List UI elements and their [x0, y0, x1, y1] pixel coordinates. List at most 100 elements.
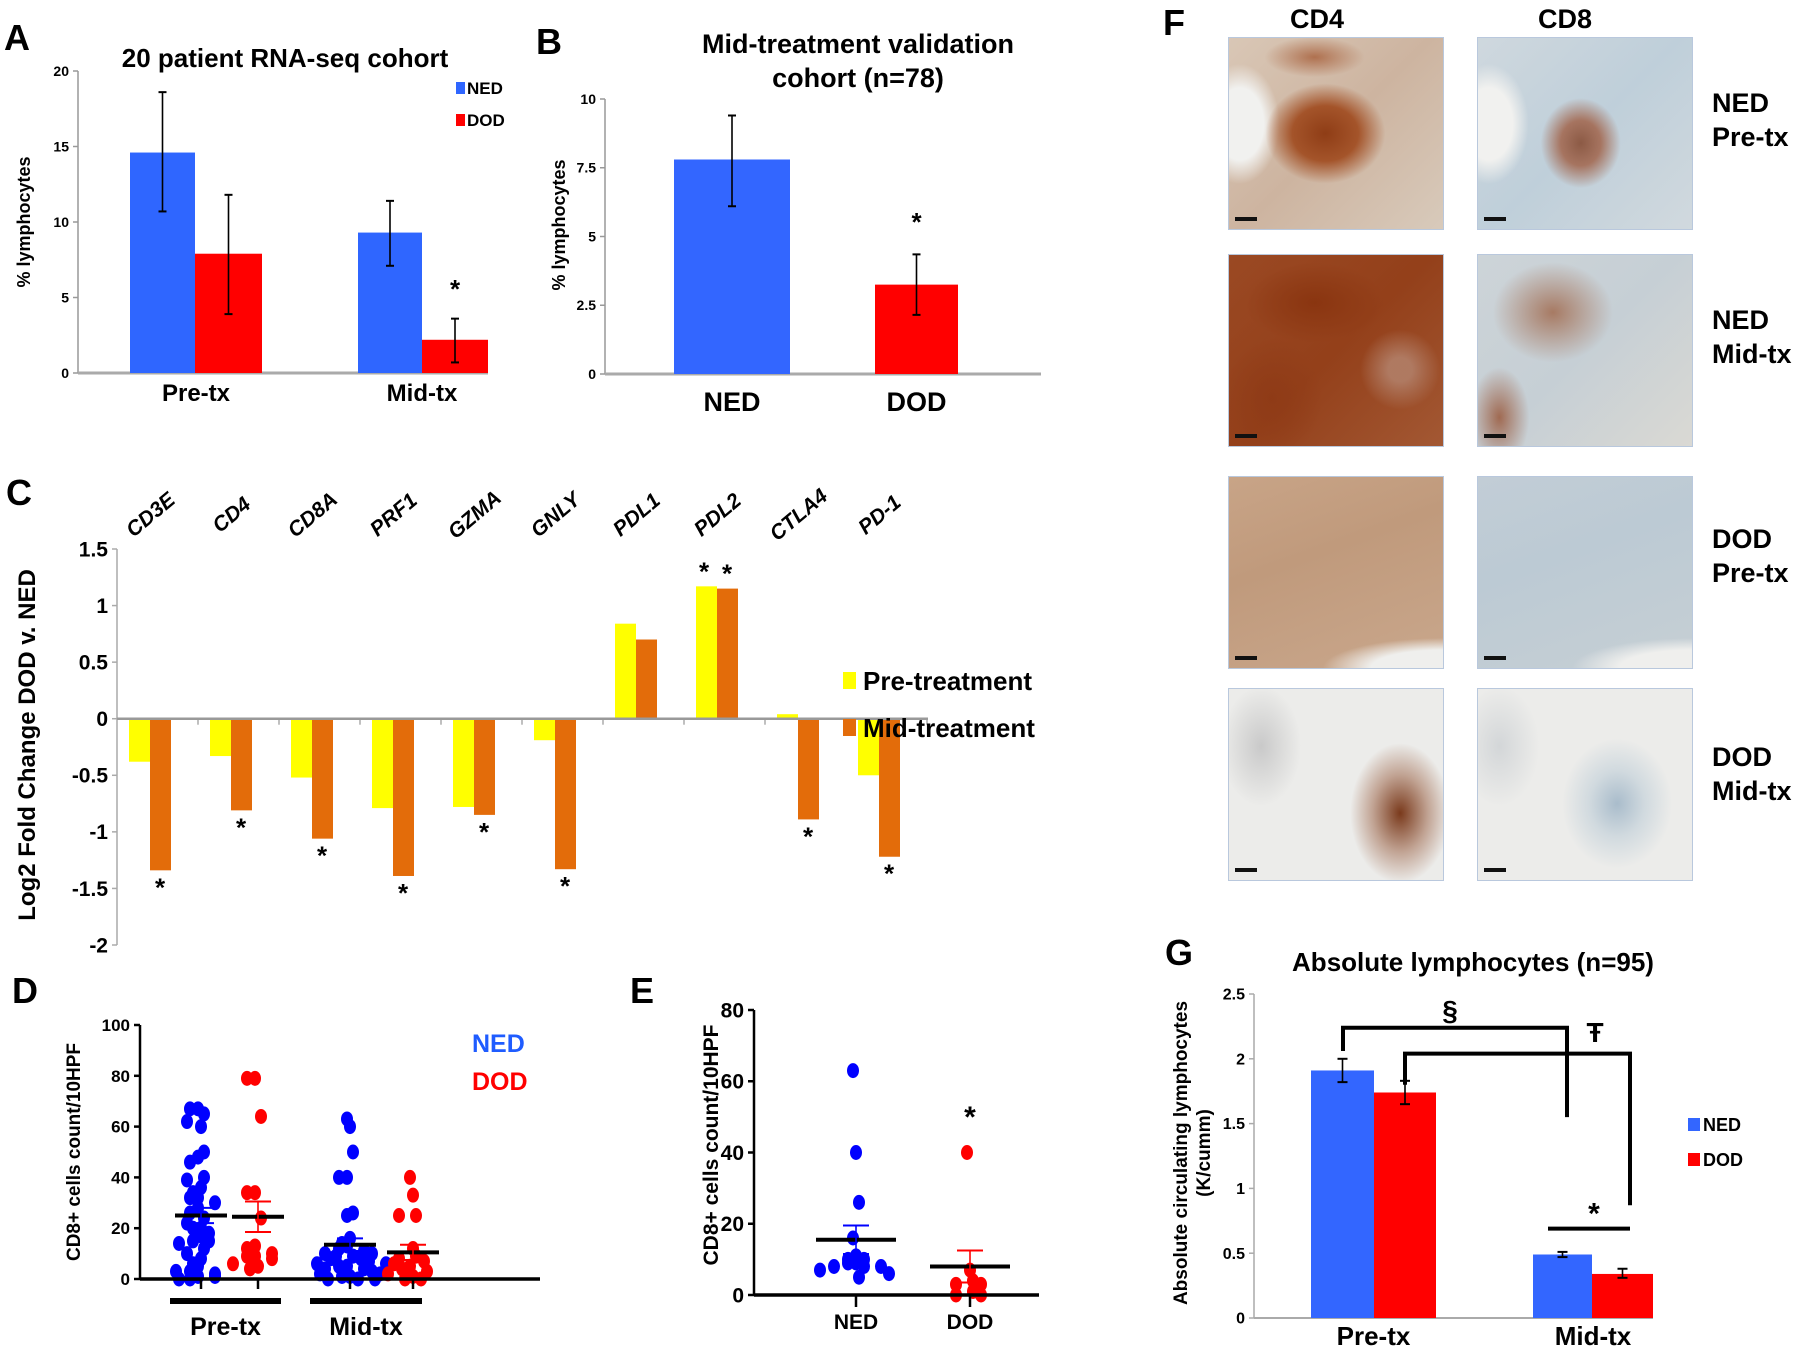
bar-mid-treatment	[150, 718, 171, 871]
significance-star: *	[317, 841, 328, 871]
chart-title: Absolute lymphocytes (n=95)	[1292, 947, 1654, 977]
ihc-image-cd4-ned-pre	[1228, 37, 1444, 230]
data-point	[842, 1255, 854, 1271]
x-category-label: Mid-tx	[1555, 1321, 1632, 1347]
bar-mid-treatment	[555, 718, 576, 870]
bar-mid-treatment	[393, 718, 414, 876]
data-point	[828, 1259, 840, 1274]
ihc-image-cd4-ned-mid	[1228, 254, 1444, 447]
y-tick-label: 0	[96, 708, 108, 731]
legend-swatch	[456, 114, 465, 126]
y-tick-label: -0.5	[72, 765, 109, 788]
panel-label-b: B	[536, 21, 562, 62]
significance-star: *	[155, 872, 166, 902]
x-category-label: DOD	[887, 387, 947, 417]
data-point	[347, 1144, 359, 1160]
scale-bar	[1484, 434, 1506, 438]
row-label-line2: Pre-tx	[1712, 122, 1789, 152]
bar-pre-treatment	[453, 718, 474, 807]
y-tick-label: 1.5	[1223, 1116, 1245, 1133]
gene-label: CD3E	[122, 488, 180, 542]
y-tick-label: 0	[1236, 1311, 1245, 1328]
ihc-image-cd4-dod-pre	[1228, 476, 1444, 669]
column-header-cd4: CD4	[1290, 4, 1345, 34]
scale-bar	[1484, 217, 1506, 221]
y-tick-label: 0.5	[1223, 1246, 1245, 1263]
bar-mid-treatment	[312, 718, 333, 839]
y-tick-label: 10	[580, 91, 596, 107]
data-point	[883, 1266, 895, 1282]
y-tick-label: 7.5	[577, 160, 597, 176]
bar-mid-treatment	[798, 718, 819, 820]
y-tick-label: 1.5	[79, 538, 109, 561]
data-point	[181, 1172, 193, 1188]
data-point	[344, 1119, 356, 1135]
ihc-image-cd8-ned-pre	[1477, 37, 1693, 230]
y-tick-label: -1.5	[72, 878, 109, 901]
y-tick-label: 5	[588, 228, 596, 244]
legend-swatch	[1688, 1153, 1700, 1166]
column-header-cd8: CD8	[1538, 4, 1593, 34]
bar-dod	[1592, 1273, 1653, 1318]
scale-bar	[1235, 434, 1257, 438]
data-point	[209, 1195, 221, 1211]
data-point	[241, 1248, 253, 1264]
bar-mid-treatment	[636, 639, 657, 719]
y-tick-label: 0	[732, 1284, 744, 1307]
bar-pre-treatment	[696, 586, 717, 719]
panel-label-f: F	[1163, 2, 1185, 43]
y-tick-label: 5	[61, 289, 69, 305]
y-tick-label: 80	[721, 999, 744, 1022]
y-tick-label: 2	[1236, 1051, 1245, 1068]
data-point	[961, 1145, 973, 1160]
data-point	[198, 1106, 210, 1122]
y-tick-label: 0.5	[79, 651, 109, 674]
bar-pre-treatment	[777, 714, 798, 719]
y-tick-label: 15	[53, 138, 69, 154]
y-tick-label: -2	[89, 934, 108, 957]
y-tick-label: 0	[61, 365, 69, 381]
gene-label: CD8A	[284, 488, 343, 542]
legend-swatch	[456, 82, 465, 94]
chart-title: 20 patient RNA-seq cohort	[122, 43, 449, 73]
bar-mid-treatment	[231, 718, 252, 811]
gene-label: PDL2	[690, 489, 746, 541]
scale-bar	[1235, 656, 1257, 660]
y-tick-label: -1	[89, 821, 108, 844]
x-group-label: Mid-tx	[329, 1313, 403, 1341]
significance-star: *	[722, 559, 733, 589]
ihc-image-cd4-dod-mid	[1228, 688, 1444, 881]
data-point	[407, 1187, 419, 1203]
significance-star: *	[699, 556, 710, 586]
ihc-image-cd8-dod-pre	[1477, 476, 1693, 669]
data-point	[181, 1114, 193, 1130]
y-tick-label: 60	[721, 1071, 744, 1094]
significance-star: *	[236, 812, 247, 842]
y-tick-label: 40	[111, 1168, 130, 1187]
bar-pre-treatment	[129, 718, 150, 762]
y-axis-label: Log2 Fold Change DOD v. NED	[14, 569, 41, 921]
row-label-dod-mid: DOD Mid-tx	[1712, 740, 1791, 808]
significance-symbol-dagger: Ŧ	[1586, 1017, 1603, 1048]
panel-g-chart: G Absolute lymphocytes (n=95) 0 0.5 1 1.5 2 2.5…	[1165, 932, 1743, 1347]
legend-swatch	[843, 719, 856, 736]
bar-pre-treatment	[291, 718, 312, 778]
gene-label: PD-1	[854, 491, 905, 539]
data-point	[853, 1269, 865, 1285]
scale-bar	[1484, 656, 1506, 660]
bar-mid-treatment	[474, 718, 495, 815]
panel-d-chart: D 0 20 40 60 80 100 CD8+ cells count/10HPF Pre-t…	[12, 970, 540, 1341]
y-tick-label: 1	[1236, 1181, 1245, 1198]
panel-label-e: E	[630, 970, 654, 1011]
data-point	[209, 1268, 221, 1284]
ihc-image-cd8-dod-mid	[1477, 688, 1693, 881]
bar-dod	[1374, 1092, 1436, 1318]
bar-ned	[1311, 1070, 1374, 1318]
data-point	[244, 1261, 256, 1277]
data-point	[393, 1208, 405, 1223]
bar-pre-treatment	[534, 718, 555, 741]
panel-label-a: A	[4, 17, 30, 58]
data-point	[850, 1145, 862, 1160]
row-label-line1: DOD	[1712, 524, 1772, 554]
